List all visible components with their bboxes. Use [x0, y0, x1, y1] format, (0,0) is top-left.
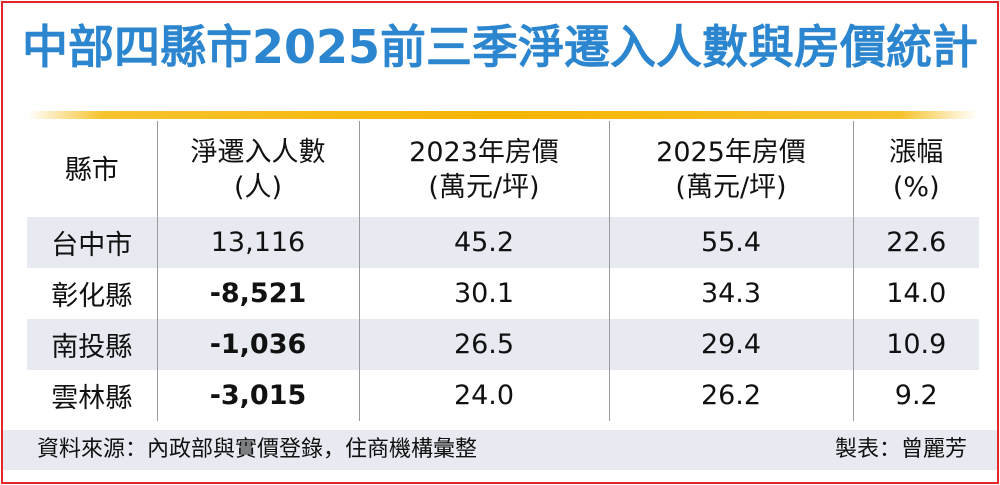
source-note: 資料來源：內政部與實價登錄，住商機構彙整 — [37, 437, 478, 462]
table-row: 雲林縣 -3,015 24.0 26.2 9.2 — [27, 370, 979, 421]
cell-growth: 10.9 — [853, 319, 979, 370]
header-net-migration: 淨遷入人數 (人) — [157, 121, 360, 217]
footer-bar: 資料來源：內政部與實價登錄，住商機構彙整 製表：曾麗芳 — [3, 430, 997, 470]
cell-price-2025: 34.3 — [609, 268, 854, 319]
cell-city: 雲林縣 — [27, 370, 158, 421]
cell-net-migration: -1,036 — [157, 319, 360, 370]
cell-price-2023: 26.5 — [359, 319, 610, 370]
header-net-migration-unit: (人) — [233, 172, 283, 203]
header-price-2025: 2025年房價 (萬元/坪) — [609, 121, 854, 217]
cell-net-migration: -3,015 — [157, 370, 360, 421]
cell-price-2025: 26.2 — [609, 370, 854, 421]
header-city-label: 縣市 — [64, 154, 119, 186]
page-title: 中部四縣市2025前三季淨遷入人數與房價統計 — [21, 20, 979, 74]
table-header-row: 縣市 淨遷入人數 (人) 2023年房價 (萬元/坪) 2025年房價 (萬元/坪) … — [27, 121, 979, 217]
header-net-migration-label: 淨遷入人數 — [190, 137, 326, 168]
cell-city: 台中市 — [27, 217, 158, 268]
header-growth-label: 漲幅 — [889, 137, 944, 168]
table-row: 南投縣 -1,036 26.5 29.4 10.9 — [27, 319, 979, 370]
table-row: 彰化縣 -8,521 30.1 34.3 14.0 — [27, 268, 979, 319]
cell-growth: 14.0 — [886, 278, 947, 309]
cell-city: 彰化縣 — [27, 268, 158, 319]
author-credit: 製表：曾麗芳 — [834, 437, 967, 462]
cell-price-2025: 55.4 — [609, 217, 854, 268]
stats-table: 縣市 淨遷入人數 (人) 2023年房價 (萬元/坪) 2025年房價 (萬元/坪) … — [27, 121, 979, 421]
cell-price-2023: 30.1 — [359, 268, 610, 319]
table-row: 台中市 13,116 45.2 55.4 22.6 — [27, 217, 979, 268]
cell-net-migration: -8,521 — [157, 268, 360, 319]
header-price-2023-label: 2023年房價 — [409, 137, 559, 168]
cell-growth: 22.6 — [853, 217, 979, 268]
header-price-2025-label: 2025年房價 — [656, 137, 806, 168]
cell-price-2023: 45.2 — [359, 217, 610, 268]
cell-net-migration: 13,116 — [157, 217, 360, 268]
header-price-2023-unit: (萬元/坪) — [428, 172, 540, 203]
cell-growth: 9.2 — [894, 380, 938, 411]
cell-city: 南投縣 — [27, 319, 158, 370]
header-price-2023: 2023年房價 (萬元/坪) — [359, 121, 610, 217]
header-city: 縣市 — [27, 121, 158, 217]
header-growth: 漲幅 (%) — [853, 121, 979, 217]
cell-price-2023: 24.0 — [359, 370, 610, 421]
header-price-2025-unit: (萬元/坪) — [675, 172, 787, 203]
header-growth-unit: (%) — [892, 172, 940, 203]
cell-price-2025: 29.4 — [609, 319, 854, 370]
title-divider — [27, 111, 977, 119]
